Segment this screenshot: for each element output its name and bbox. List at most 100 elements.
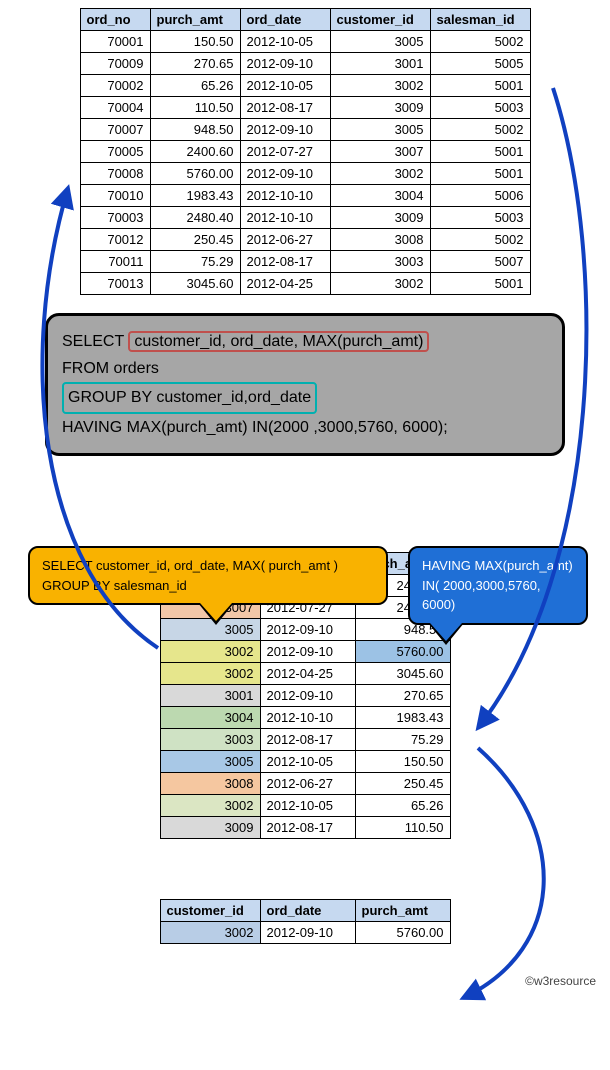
table-cell: 250.45 [355,772,450,794]
sql-line-4: HAVING MAX(purch_amt) IN(2000 ,3000,5760… [62,414,548,441]
table-cell: 2012-09-10 [240,53,330,75]
table-cell: 110.50 [355,816,450,838]
table-cell: 5001 [430,75,530,97]
table-cell: 5002 [430,119,530,141]
table-cell: 2012-08-17 [240,251,330,273]
table-cell: 3009 [330,97,430,119]
sql-line-1: SELECT customer_id, ord_date, MAX(purch_… [62,328,548,355]
table-row: 30092012-08-17110.50 [160,816,450,838]
select-groupby-bubble: SELECT customer_id, ord_date, MAX( purch… [28,546,388,605]
table-cell: 3005 [330,119,430,141]
table-row: 7000265.262012-10-0530025001 [80,75,530,97]
table-row: 70007948.502012-09-1030055002 [80,119,530,141]
table-cell: 250.45 [150,229,240,251]
table-cell: 3005 [330,31,430,53]
table-row: 70004110.502012-08-1730095003 [80,97,530,119]
table-cell: 2012-04-25 [240,273,330,295]
table-cell: 270.65 [355,684,450,706]
table-row: 30012012-09-10270.65 [160,684,450,706]
table-cell: 75.29 [355,728,450,750]
table-cell: 3005 [160,750,260,772]
table-cell: 1983.43 [150,185,240,207]
table-row: 30082012-06-27250.45 [160,772,450,794]
table-cell: 2012-07-27 [240,141,330,163]
table-row: 30022012-09-105760.00 [160,640,450,662]
table-row: 70012250.452012-06-2730085002 [80,229,530,251]
table-cell: 3007 [330,141,430,163]
col-header: purch_amt [150,9,240,31]
table-cell: 3004 [330,185,430,207]
table-cell: 1983.43 [355,706,450,728]
table-cell: 150.50 [150,31,240,53]
table-cell: 5003 [430,97,530,119]
table-cell: 5001 [430,141,530,163]
final-result-table: customer_idord_datepurch_amt 30022012-09… [160,899,451,944]
table-row: 70009270.652012-09-1030015005 [80,53,530,75]
bubble-orange-line1: SELECT customer_id, ord_date, MAX( purch… [42,556,374,576]
table-cell: 70002 [80,75,150,97]
table-cell: 5002 [430,229,530,251]
table-row: 30042012-10-101983.43 [160,706,450,728]
col-header: purch_amt [355,899,450,921]
table-cell: 3045.60 [355,662,450,684]
table-cell: 65.26 [355,794,450,816]
table-row: 700101983.432012-10-1030045006 [80,185,530,207]
table-cell: 70003 [80,207,150,229]
table-row: 30022012-04-253045.60 [160,662,450,684]
table-cell: 3002 [330,273,430,295]
table-cell: 3003 [160,728,260,750]
table-cell: 70010 [80,185,150,207]
col-header: ord_date [240,9,330,31]
bubble-blue-line2: IN( 2000,3000,5760, 6000) [422,576,574,615]
table-cell: 2012-10-10 [240,207,330,229]
table-cell: 75.29 [150,251,240,273]
select-clause-highlight: customer_id, ord_date, MAX(purch_amt) [128,331,429,352]
table-cell: 70011 [80,251,150,273]
table-cell: 70001 [80,31,150,53]
table-cell: 65.26 [150,75,240,97]
sql-line-2: FROM orders [62,355,548,382]
table-cell: 3009 [160,816,260,838]
table-cell: 3001 [330,53,430,75]
table-cell: 2480.40 [150,207,240,229]
table-cell: 2012-06-27 [240,229,330,251]
table-cell: 3045.60 [150,273,240,295]
table-cell: 5001 [430,163,530,185]
bubble-blue-line1: HAVING MAX(purch_amt) [422,556,574,576]
orders-table: ord_nopurch_amtord_datecustomer_idsalesm… [80,8,531,295]
table-cell: 2012-10-10 [260,706,355,728]
table-row: 70001150.502012-10-0530055002 [80,31,530,53]
table-cell: 5001 [430,273,530,295]
table-cell: 948.50 [150,119,240,141]
table-cell: 70013 [80,273,150,295]
table-row: 30052012-10-05150.50 [160,750,450,772]
col-header: customer_id [160,899,260,921]
table-cell: 270.65 [150,53,240,75]
table-cell: 3002 [160,794,260,816]
table-row: 700052400.602012-07-2730075001 [80,141,530,163]
table-cell: 2012-09-10 [260,684,355,706]
table-row: 700133045.602012-04-2530025001 [80,273,530,295]
table-cell: 110.50 [150,97,240,119]
table-cell: 2012-10-05 [240,31,330,53]
table-cell: 70009 [80,53,150,75]
table-cell: 70008 [80,163,150,185]
table-cell: 5760.00 [150,163,240,185]
table-cell: 3001 [160,684,260,706]
table-cell: 2012-08-17 [260,728,355,750]
table-cell: 2012-09-10 [240,119,330,141]
diagram-container: ord_nopurch_amtord_datecustomer_idsalesm… [8,8,602,988]
table-cell: 3002 [160,640,260,662]
groupby-clause-highlight: GROUP BY customer_id,ord_date [62,382,317,413]
table-cell: 5760.00 [355,921,450,943]
having-clause-bubble: HAVING MAX(purch_amt) IN( 2000,3000,5760… [408,546,588,625]
table-cell: 2012-08-17 [260,816,355,838]
col-header: customer_id [330,9,430,31]
table-cell: 3002 [160,662,260,684]
table-row: 700032480.402012-10-1030095003 [80,207,530,229]
table-cell: 70005 [80,141,150,163]
table-cell: 2012-09-10 [260,618,355,640]
table-cell: 3004 [160,706,260,728]
table-cell: 2012-09-10 [260,921,355,943]
final-result-wrap: customer_idord_datepurch_amt 30022012-09… [8,899,602,944]
